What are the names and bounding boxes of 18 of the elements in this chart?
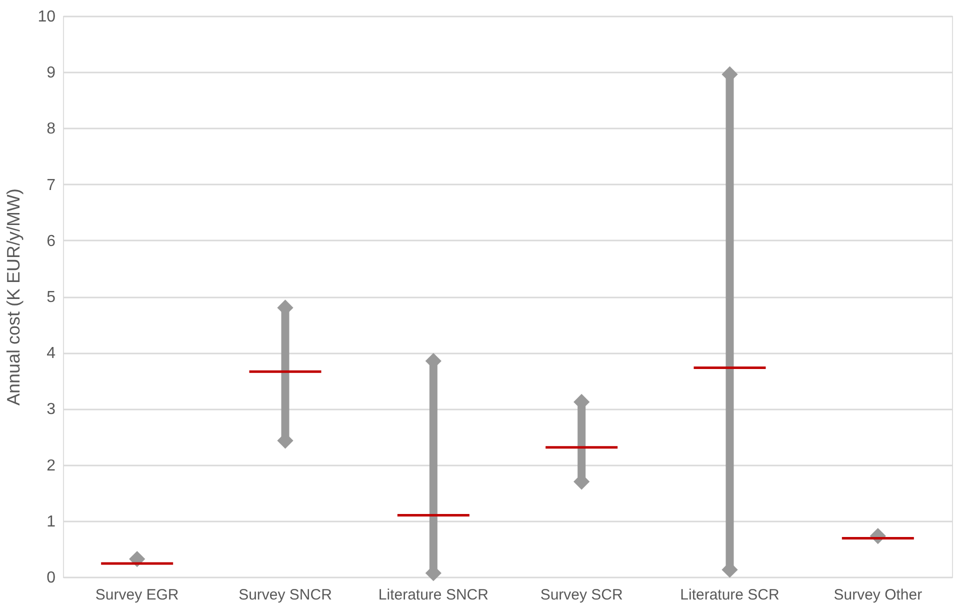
y-tick-label: 0	[46, 570, 56, 586]
y-tick-label: 4	[46, 345, 56, 362]
y-tick-label: 7	[46, 176, 56, 194]
y-tick-label: 10	[38, 8, 56, 26]
y-tick-label: 6	[46, 232, 56, 250]
x-tick-label: Survey SNCR	[238, 586, 332, 604]
y-tick-label: 1	[46, 513, 56, 530]
x-tick-label: Literature SNCR	[378, 586, 489, 604]
y-tick-label: 9	[46, 64, 56, 82]
x-tick-label: Survey Other	[834, 586, 922, 604]
x-tick-label: Survey SCR	[540, 586, 624, 604]
x-tick-label: Survey EGR	[95, 586, 179, 604]
y-tick-label: 8	[46, 120, 56, 138]
y-tick-label: 3	[46, 401, 56, 418]
y-axis-title: Annual cost (K EUR/y/MW)	[4, 188, 24, 406]
y-tick-label: 5	[46, 289, 56, 306]
y-tick-label: 2	[46, 457, 56, 474]
x-tick-label: Literature SCR	[680, 586, 780, 604]
